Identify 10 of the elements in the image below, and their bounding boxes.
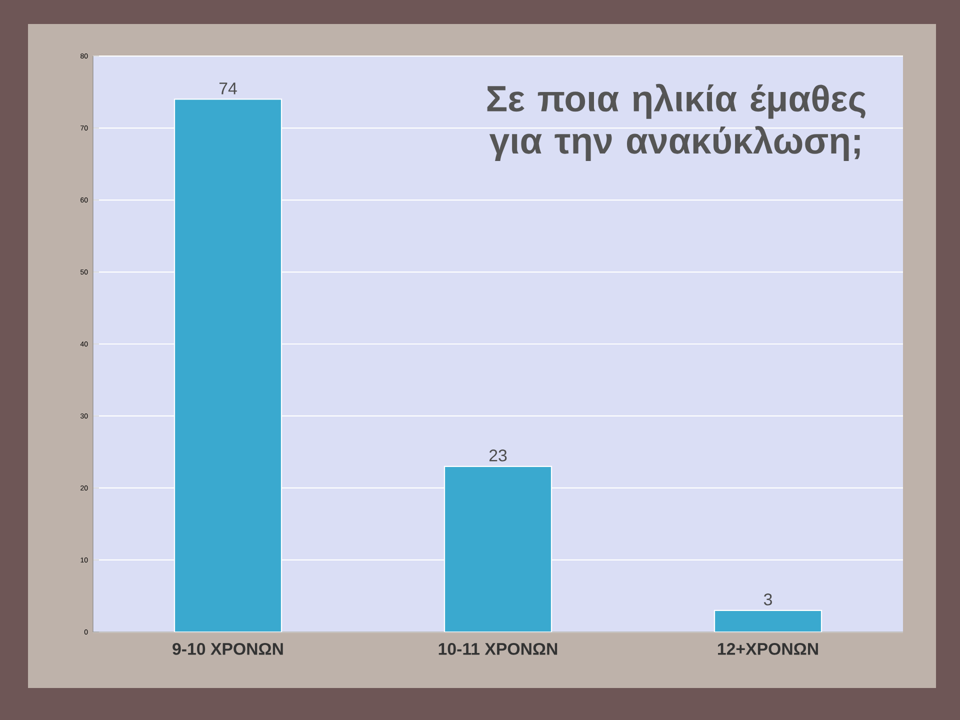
x-tick-label: 12+ΧΡΟΝΩΝ — [718, 642, 818, 655]
data-label: 74 — [219, 82, 237, 94]
bar — [174, 98, 282, 632]
bar — [444, 466, 552, 632]
bar — [714, 610, 822, 632]
x-tick-label: 10-11 ΧΡΟΝΩΝ — [438, 642, 558, 655]
data-label: 3 — [764, 593, 772, 606]
x-tick-label: 9-10 ΧΡΟΝΩΝ — [172, 642, 283, 655]
data-label: 23 — [489, 449, 507, 462]
text: Σε ποια ηλικία έμαθες για την ανακύκλωση; — [487, 84, 866, 162]
